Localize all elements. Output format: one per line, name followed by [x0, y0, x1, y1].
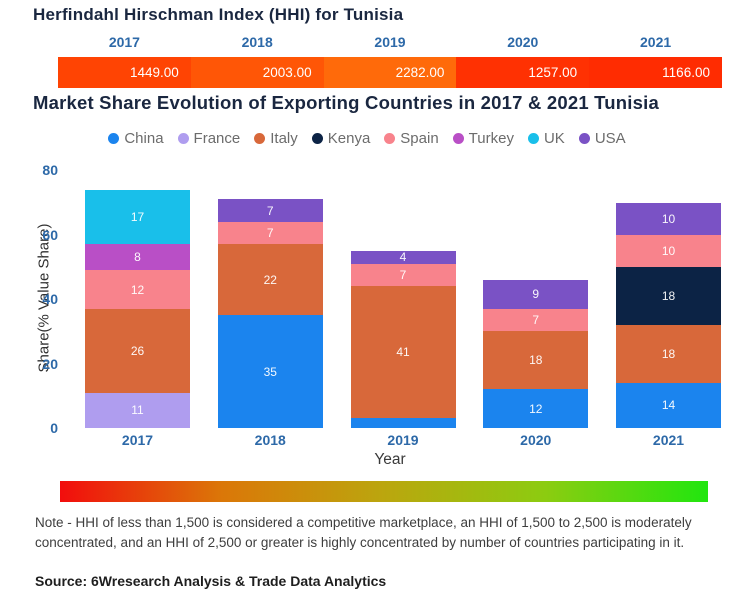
bar-segment-2017-spain[interactable]: 12: [85, 270, 190, 309]
x-tick-label: 2020: [520, 432, 552, 448]
bar-segment-2018-spain[interactable]: 7: [217, 221, 323, 245]
legend-label: Italy: [270, 130, 298, 147]
legend-label: UK: [543, 130, 565, 147]
bar-segment-2021-china[interactable]: 14: [616, 382, 721, 428]
hhi-year-label: 2018: [241, 34, 273, 50]
bar-segment-2017-turkey[interactable]: 8: [85, 244, 190, 271]
bar-segment-2017-uk[interactable]: 17: [85, 189, 190, 245]
bar-segment-2017-italy[interactable]: 26: [85, 308, 190, 393]
x-tick-label: 2021: [652, 432, 685, 448]
legend-label: Turkey: [468, 130, 514, 147]
bar-segment-2021-usa[interactable]: 10: [616, 202, 721, 235]
y-tick-label: 20: [42, 355, 58, 372]
bar-segment-2018-usa[interactable]: 7: [217, 199, 323, 222]
hhi-value-segment: 1449.00: [58, 57, 191, 88]
legend-dot-china: [108, 133, 120, 144]
legend-item-turkey[interactable]: Turkey: [452, 130, 514, 147]
legend-dot-spain: [384, 133, 396, 144]
hhi-year-label: 2021: [640, 34, 672, 50]
legend-item-spain[interactable]: Spain: [384, 130, 439, 147]
bar-segment-2019-china[interactable]: [350, 418, 456, 428]
hhi-title: Herfindahl Hirschman Index (HHI) for Tun…: [33, 5, 404, 24]
hhi-year-row: 2017 2018 2019 2020 2021: [58, 34, 722, 50]
hhi-year-label: 2017: [108, 34, 140, 50]
legend-dot-uk: [527, 133, 539, 144]
bar-segment-2021-italy[interactable]: 18: [616, 324, 721, 383]
market-share-title: Market Share Evolution of Exporting Coun…: [33, 92, 659, 113]
note-text: Note - HHI of less than 1,500 is conside…: [35, 515, 692, 550]
legend-label: Spain: [400, 130, 439, 147]
bar-segment-2021-spain[interactable]: 10: [616, 234, 721, 267]
bar-segment-2019-italy[interactable]: 41: [350, 286, 456, 419]
legend-item-usa[interactable]: USA: [578, 130, 626, 147]
bar-segment-2019-usa[interactable]: 4: [350, 250, 456, 264]
y-tick-label: 0: [50, 420, 58, 436]
source-text: Source: 6Wresearch Analysis & Trade Data…: [35, 573, 387, 589]
bar-segment-2018-italy[interactable]: 22: [217, 244, 323, 316]
legend-item-china[interactable]: China: [108, 130, 164, 147]
legend-item-france[interactable]: France: [177, 130, 241, 147]
bar-segment-2021-kenya[interactable]: 18: [616, 267, 721, 325]
hhi-year-label: 2020: [507, 34, 539, 50]
y-tick-label: 40: [42, 291, 58, 308]
hhi-scale-gradient: [60, 481, 708, 502]
x-tick-label: 2018: [254, 432, 286, 448]
legend-dot-italy: [254, 133, 266, 144]
hhi-value-segment: 2003.00: [190, 57, 324, 88]
legend-dot-kenya: [311, 133, 323, 144]
legend-item-uk[interactable]: UK: [527, 130, 565, 147]
bar-segment-2018-china[interactable]: 35: [217, 315, 323, 428]
legend-dot-turkey: [452, 133, 464, 144]
y-tick-label: 60: [42, 226, 58, 243]
hhi-value-segment: 2282.00: [323, 57, 457, 88]
legend-label: China: [124, 130, 164, 147]
bar-segment-2017-france[interactable]: 11: [85, 392, 190, 428]
x-tick-label: 2017: [121, 432, 154, 448]
bar-segment-2020-usa[interactable]: 9: [483, 279, 589, 309]
legend-dot-usa: [578, 133, 590, 144]
bar-segment-2020-italy[interactable]: 18: [483, 331, 589, 390]
legend-item-kenya[interactable]: Kenya: [311, 130, 371, 147]
legend-label: USA: [594, 130, 626, 147]
hhi-value-segment: 1166.00: [589, 57, 722, 88]
legend-label: Kenya: [327, 130, 371, 147]
chart-legend: China France Italy Kenya Spain Turkey UK USA: [0, 130, 734, 147]
legend-dot-france: [177, 133, 189, 144]
bar-segment-2020-china[interactable]: 12: [483, 389, 589, 428]
bar-segment-2020-spain[interactable]: 7: [483, 308, 589, 332]
y-tick-label: 80: [42, 162, 58, 179]
hhi-value-segment: 1257.00: [456, 57, 590, 88]
hhi-year-label: 2019: [374, 34, 406, 50]
hhi-value-strip: 1449.00 2003.00 2282.00 1257.00 1166.00: [58, 57, 722, 88]
x-tick-label: 2019: [387, 432, 419, 448]
bar-segment-2019-spain[interactable]: 7: [350, 263, 456, 287]
legend-label: France: [193, 130, 241, 147]
legend-item-italy[interactable]: Italy: [254, 130, 298, 147]
x-axis-title: Year: [374, 451, 406, 468]
